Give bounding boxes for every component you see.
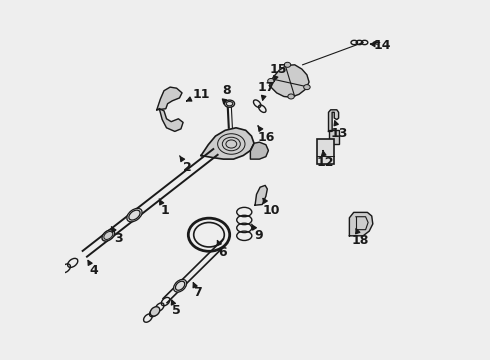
FancyBboxPatch shape <box>317 139 334 164</box>
Polygon shape <box>201 128 254 159</box>
Polygon shape <box>328 110 339 131</box>
Text: 5: 5 <box>172 300 180 317</box>
Polygon shape <box>159 109 183 131</box>
Ellipse shape <box>127 208 142 222</box>
Text: 9: 9 <box>251 224 263 242</box>
Ellipse shape <box>175 281 185 290</box>
Text: 2: 2 <box>180 156 192 174</box>
Text: 7: 7 <box>193 283 202 299</box>
Polygon shape <box>270 65 309 97</box>
Ellipse shape <box>268 78 274 84</box>
Ellipse shape <box>47 271 58 282</box>
Text: 15: 15 <box>270 63 287 81</box>
Ellipse shape <box>304 85 310 90</box>
Ellipse shape <box>173 279 187 292</box>
Text: 1: 1 <box>159 199 170 217</box>
Text: 18: 18 <box>351 228 369 247</box>
Bar <box>328 130 339 144</box>
Polygon shape <box>157 87 182 110</box>
Ellipse shape <box>288 94 294 99</box>
Polygon shape <box>349 212 373 236</box>
Ellipse shape <box>150 307 160 316</box>
Ellipse shape <box>129 210 140 220</box>
Polygon shape <box>255 185 268 205</box>
Text: 11: 11 <box>187 88 210 101</box>
Text: 3: 3 <box>111 226 122 245</box>
Text: 12: 12 <box>316 150 334 169</box>
Ellipse shape <box>224 100 235 107</box>
Text: 13: 13 <box>331 121 348 140</box>
Text: 17: 17 <box>257 81 274 100</box>
Text: 6: 6 <box>217 240 227 259</box>
Ellipse shape <box>284 62 291 67</box>
Text: 14: 14 <box>370 39 392 51</box>
Ellipse shape <box>102 230 115 241</box>
Text: 4: 4 <box>88 260 98 277</box>
Polygon shape <box>250 142 269 159</box>
Text: 16: 16 <box>257 126 274 144</box>
Text: 10: 10 <box>262 198 280 217</box>
Text: 8: 8 <box>222 84 231 104</box>
